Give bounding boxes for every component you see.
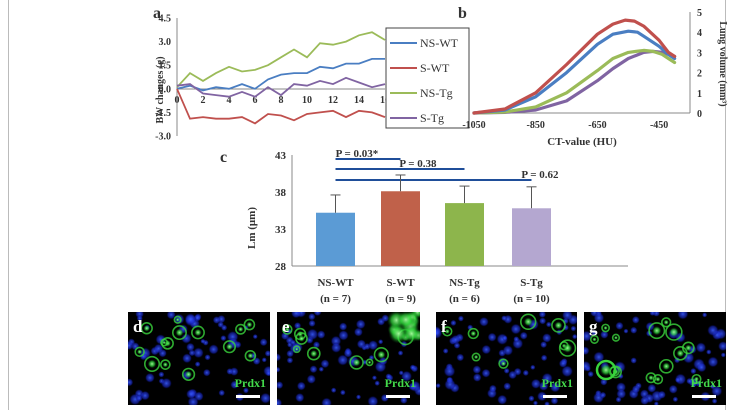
micrograph-g-letter: g bbox=[589, 317, 598, 336]
panel-c-xtick-0: NS-WT bbox=[317, 277, 354, 289]
micrograph-f: f Prdx1 bbox=[436, 312, 577, 405]
panel-b-ylabel: Lung volume (mm³) bbox=[717, 21, 728, 106]
panel-a-xtick-3: 6 bbox=[253, 95, 258, 106]
micrograph-d-letter: d bbox=[133, 317, 143, 336]
panel-c-xtick-n-1: (n = 9) bbox=[385, 293, 416, 305]
panel-c-bar-ns-wt bbox=[316, 212, 355, 266]
panel-c-xtick-n-3: (n = 10) bbox=[513, 293, 550, 305]
panel-c-bar-s-tg bbox=[512, 208, 551, 266]
micrograph-e-cells bbox=[277, 312, 420, 405]
panel-a-xtick-8: 16 bbox=[380, 95, 390, 106]
panel-b-xlabel: CT-value (HU) bbox=[547, 136, 617, 148]
panel-b-series-ns-wt bbox=[472, 29, 677, 115]
micrograph-row: d Prdx1 e Prdx1 f Prdx1 g Prdx1 bbox=[128, 312, 726, 405]
left-edge-line bbox=[8, 0, 9, 410]
legend-label-s-tg: S-Tg bbox=[420, 111, 444, 125]
panel-a-ytick-3: 1.5 bbox=[159, 61, 172, 72]
panel-b-xtick-3: -450 bbox=[650, 120, 668, 131]
panel-b-ytick-1: 1 bbox=[697, 89, 702, 100]
panel-a-ytick-5: 4.5 bbox=[159, 14, 172, 25]
panel-c-comparison-label-0: P = 0.03* bbox=[336, 148, 379, 160]
panel-a-xtick-4: 8 bbox=[279, 95, 284, 106]
legend-label-s-wt: S-WT bbox=[420, 61, 450, 75]
panel-b-ytick-4: 4 bbox=[697, 28, 702, 39]
legend: NS-WT S-WT NS-Tg S-Tg bbox=[385, 27, 470, 129]
panel-a-series-ns-wt bbox=[176, 58, 385, 92]
panel-a-xtick-2: 4 bbox=[227, 95, 232, 106]
panel-c-ytick-3: 43 bbox=[275, 150, 287, 162]
legend-label-ns-wt: NS-WT bbox=[420, 36, 459, 50]
panel-c-bar-ns-tg bbox=[445, 203, 484, 266]
panel-b-ytick-3: 3 bbox=[697, 48, 702, 59]
micrograph-d-scale-bar bbox=[236, 395, 260, 398]
panel-a-series-s-tg bbox=[176, 76, 386, 98]
panel-a-ytick-0: -3.0 bbox=[155, 132, 171, 143]
panel-b-xtick-0: -1050 bbox=[462, 120, 485, 131]
panel-label-b: b bbox=[458, 5, 467, 22]
panel-b-ytick-5: 5 bbox=[697, 8, 702, 19]
micrograph-f-letter: f bbox=[441, 317, 447, 336]
legend-box bbox=[385, 27, 470, 129]
micrograph-e-scale-bar bbox=[386, 395, 410, 398]
panel-label-c: c bbox=[220, 149, 227, 166]
micrograph-g-stain-label: Prdx1 bbox=[691, 376, 722, 390]
panel-c-xtick-1: S-WT bbox=[386, 277, 415, 289]
panel-a-xtick-1: 2 bbox=[201, 95, 206, 106]
panel-c-comparison-label-1: P = 0.38 bbox=[399, 158, 437, 170]
micrograph-f-stain-label: Prdx1 bbox=[542, 376, 573, 390]
panel-c-xtick-n-2: (n = 6) bbox=[449, 293, 480, 305]
panel-c-bar-chart: Lm (μm) 28 33 38 43 P = 0.03* P = 0.38 P = 0.… bbox=[246, 148, 628, 305]
panel-b-line-chart: -1050 -850 -650 -450 0 1 2 3 4 5 CT-value (HU) L… bbox=[462, 8, 728, 148]
micrograph-e: e Prdx1 bbox=[277, 312, 420, 405]
panel-c-ytick-1: 33 bbox=[275, 224, 287, 236]
panel-c-comparison-label-2: P = 0.62 bbox=[521, 169, 559, 181]
micrograph-f-cells bbox=[436, 312, 577, 405]
panel-a-ylabel: BW changes (g) bbox=[155, 56, 166, 123]
micrograph-e-stain-label: Prdx1 bbox=[385, 376, 416, 390]
micrograph-d: d Prdx1 bbox=[128, 312, 270, 405]
panel-a-ytick-4: 3.0 bbox=[159, 37, 172, 48]
panel-a-series-ns-tg bbox=[176, 31, 386, 88]
panel-b-ytick-0: 0 bbox=[697, 109, 702, 120]
panel-b-ytick-2: 2 bbox=[697, 69, 702, 80]
micrograph-g-cells bbox=[584, 312, 726, 405]
panel-a-ytick-1: -1.5 bbox=[155, 108, 171, 119]
panel-b-series-s-wt bbox=[472, 18, 677, 115]
panel-c-xtick-3: S-Tg bbox=[520, 277, 543, 289]
panel-b-xtick-2: -650 bbox=[588, 120, 606, 131]
micrograph-d-cells bbox=[128, 312, 270, 405]
right-edge-line bbox=[725, 0, 726, 410]
panel-c-bar-s-wt bbox=[381, 191, 420, 266]
panel-a-xtick-7: 14 bbox=[354, 95, 364, 106]
panel-c-ytick-0: 28 bbox=[275, 261, 287, 273]
panel-c-xtick-n-0: (n = 7) bbox=[320, 293, 351, 305]
panel-c-ylabel: Lm (μm) bbox=[246, 207, 258, 249]
legend-label-ns-tg: NS-Tg bbox=[420, 86, 453, 100]
panel-a-xtick-6: 12 bbox=[328, 95, 338, 106]
micrograph-g: g Prdx1 bbox=[584, 312, 726, 405]
micrograph-d-stain-label: Prdx1 bbox=[235, 376, 266, 390]
panel-b-series-s-tg bbox=[472, 49, 677, 115]
panel-c-xtick-2: NS-Tg bbox=[449, 277, 480, 289]
panel-a-xtick-5: 10 bbox=[302, 95, 312, 106]
panel-b-xtick-1: -850 bbox=[527, 120, 545, 131]
panel-label-a: a bbox=[153, 5, 161, 22]
micrograph-g-scale-bar bbox=[692, 395, 716, 398]
micrograph-e-letter: e bbox=[282, 317, 290, 336]
panel-c-ytick-2: 38 bbox=[275, 187, 287, 199]
panel-a-series-s-wt bbox=[176, 88, 386, 125]
micrograph-f-scale-bar bbox=[543, 395, 567, 398]
panel-b-series-ns-tg bbox=[472, 48, 677, 115]
panel-a-ytick-2: 0.0 bbox=[159, 84, 172, 95]
panel-a-line-chart: BW changes (g) -3.0-1.50.01.53.04.5 0246… bbox=[155, 14, 390, 143]
